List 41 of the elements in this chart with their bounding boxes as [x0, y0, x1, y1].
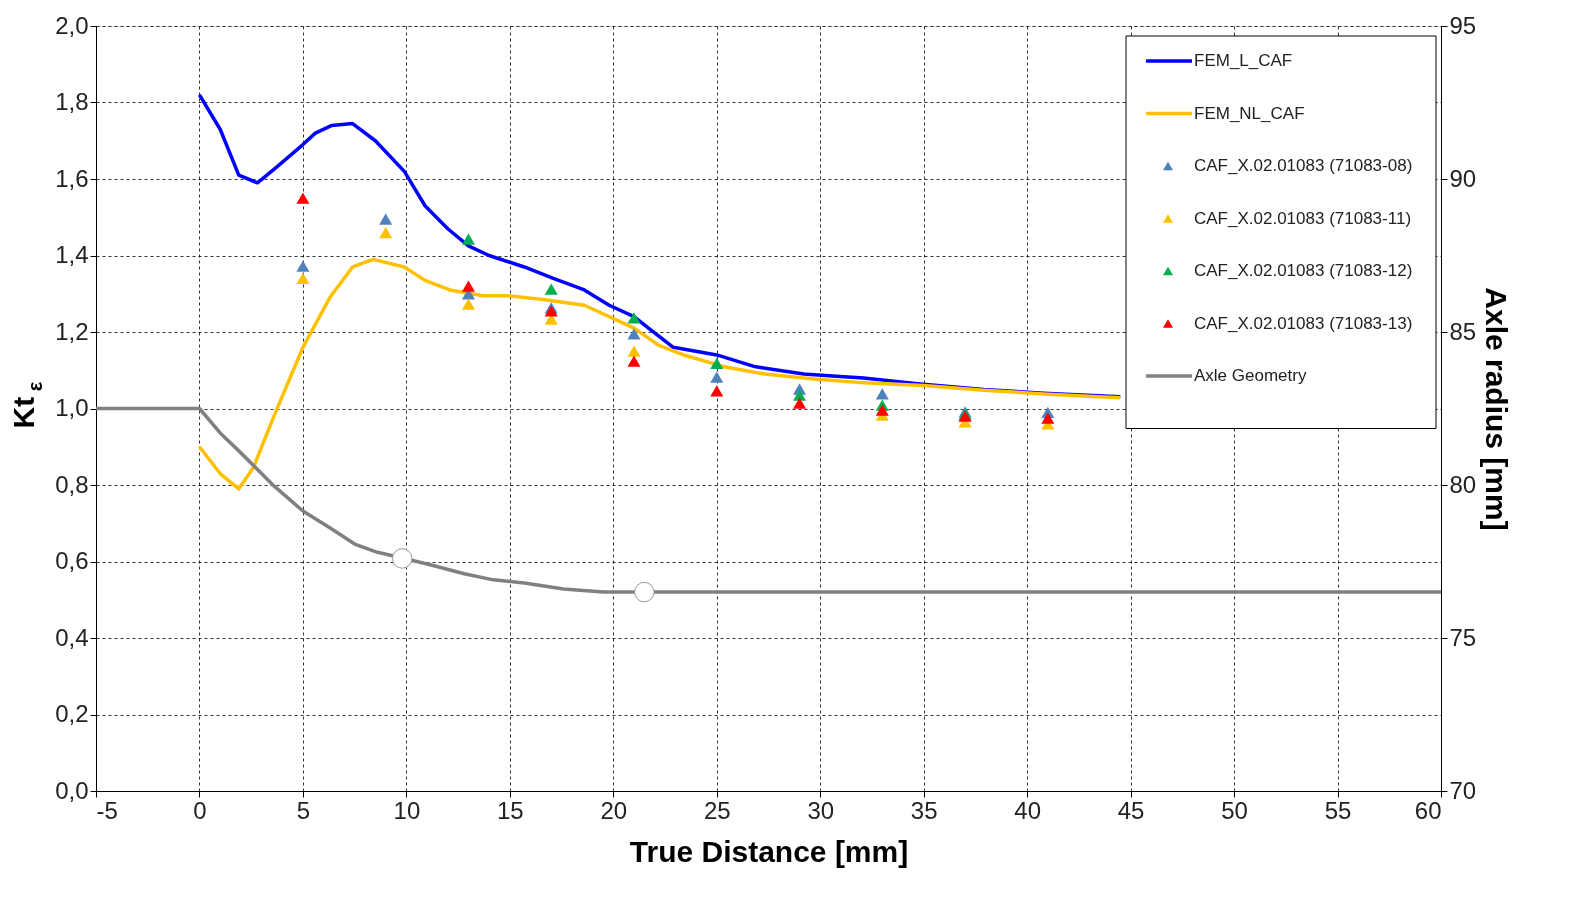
y-tick-label: 1,2: [55, 317, 89, 345]
legend-label: CAF_X.02.01083 (71083-08): [1194, 156, 1413, 175]
y-tick-label: 0,6: [55, 547, 89, 574]
y-axis-title: Ktε: [7, 381, 46, 429]
x-tick-label: 25: [703, 796, 731, 824]
y-tick-label: 1,4: [55, 241, 89, 268]
legend-label: Axle Geometry: [1194, 366, 1307, 385]
y2-tick-label: 85: [1449, 317, 1477, 345]
x-tick-label: 40: [1014, 796, 1042, 824]
y-tick-label: 0,2: [55, 700, 89, 727]
y-tick-label: 1,8: [55, 88, 89, 115]
legend-label: FEM_L_CAF: [1194, 51, 1293, 70]
y-tick-label: 1,6: [55, 164, 89, 192]
legend-label: CAF_X.02.01083 (71083-11): [1194, 208, 1412, 228]
x-tick-label: 0: [193, 796, 207, 824]
y2-tick-label: 75: [1449, 623, 1477, 651]
y-tick-label: 2,0: [55, 11, 89, 39]
y-tick-label: 1,0: [55, 394, 89, 421]
x-tick-label: 5: [296, 796, 311, 824]
x-tick-label: 60: [1414, 796, 1442, 824]
y2-tick-label: 90: [1449, 164, 1477, 192]
x-axis-title: True Distance [mm]: [629, 834, 909, 868]
x-tick-label: 50: [1221, 796, 1248, 824]
legend-label: CAF_X.02.01083 (71083-13): [1194, 313, 1413, 333]
x-tick-label: 20: [600, 796, 628, 824]
legend-label: FEM_NL_CAF: [1194, 103, 1305, 123]
y2-tick-label: 80: [1449, 470, 1477, 498]
y-tick-label: 0,0: [55, 776, 89, 804]
x-tick-label: 15: [496, 796, 524, 824]
x-tick-label: 10: [393, 796, 421, 824]
x-tick-label: 45: [1117, 796, 1145, 824]
x-tick-label: 55: [1324, 796, 1352, 824]
y2-tick-label: 70: [1449, 776, 1477, 804]
legend-label: CAF_X.02.01083 (71083-12): [1194, 261, 1413, 280]
x-tick-label: 35: [910, 796, 938, 824]
y-tick-label: 0,8: [55, 470, 89, 498]
x-tick-label: -5: [96, 796, 118, 824]
y2-tick-label: 95: [1449, 11, 1477, 39]
y-tick-label: 0,4: [55, 623, 89, 651]
x-tick-label: 30: [807, 796, 835, 824]
y2-axis-title: Axle radius [mm]: [1480, 287, 1514, 531]
